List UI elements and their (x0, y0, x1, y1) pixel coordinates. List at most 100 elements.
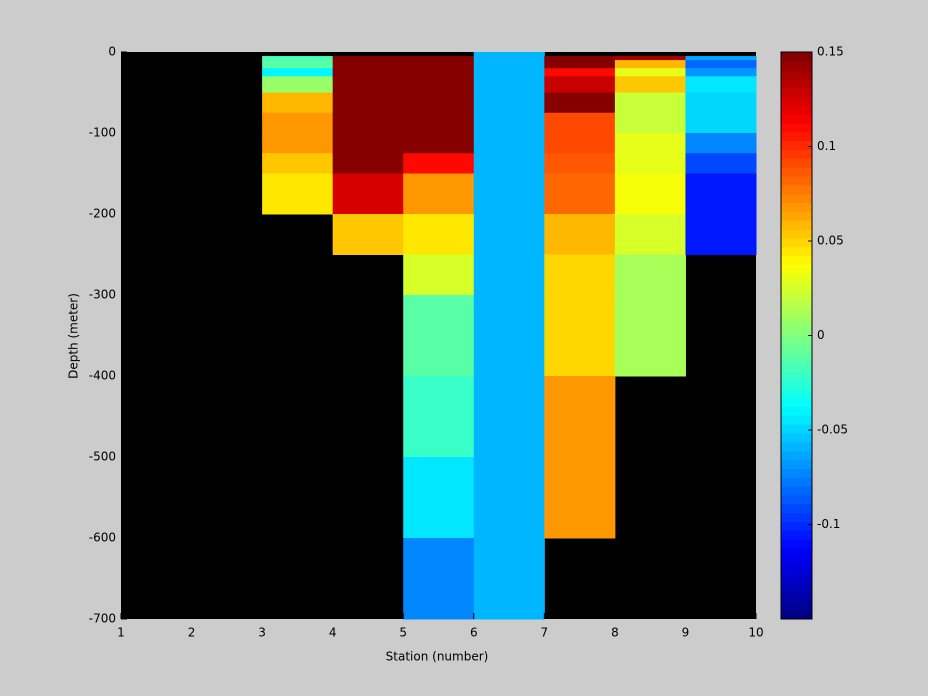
heat-cell (685, 133, 757, 154)
heat-cell (614, 153, 686, 174)
heat-cell (262, 68, 334, 77)
heat-cell (403, 133, 475, 154)
heat-cell (473, 68, 545, 77)
colorbar-swatch (781, 486, 812, 496)
colorbar-swatch (781, 335, 812, 345)
colorbar-swatch (781, 574, 812, 585)
colorbar-swatch (781, 131, 812, 142)
colorbar-swatch (781, 601, 812, 611)
heat-cell (685, 92, 757, 114)
heat-cell (544, 153, 616, 174)
y-tick-label: -400 (89, 369, 116, 383)
heat-cell (332, 173, 404, 215)
colorbar-swatch (781, 78, 812, 88)
x-tick-label: 4 (329, 626, 337, 640)
x-tick-label: 3 (258, 626, 266, 640)
colorbar-swatch (781, 264, 812, 274)
heat-cell (614, 68, 686, 77)
heat-cell (262, 60, 334, 69)
heat-cell (544, 76, 616, 93)
heat-cell (544, 254, 616, 296)
colorbar-swatch (781, 406, 812, 416)
colorbar-swatch (781, 477, 812, 487)
colorbar-swatch (781, 158, 812, 168)
heat-cell (473, 133, 545, 154)
heat-cell (403, 68, 475, 77)
colorbar-swatch (781, 432, 812, 443)
heat-cell (332, 92, 404, 114)
heat-cell (262, 56, 334, 61)
y-tick-label: -600 (89, 531, 116, 545)
heat-cell (332, 214, 404, 255)
colorbar-swatch (781, 140, 812, 150)
heat-cell (544, 457, 616, 539)
colorbar-swatch (781, 105, 812, 115)
colorbar-swatch (781, 565, 812, 576)
colorbar-swatch (781, 424, 812, 434)
heat-cell (403, 214, 475, 255)
heat-cell (473, 92, 545, 114)
heat-cell (403, 56, 475, 61)
colorbar-swatch (781, 326, 812, 336)
heat-cell (685, 153, 757, 174)
colorbar-swatch (781, 503, 812, 514)
colorbar-swatch (781, 459, 812, 469)
heat-cell (544, 92, 616, 114)
colorbar-swatch (781, 167, 812, 177)
heat-cell (403, 538, 475, 620)
colorbar-swatch (781, 114, 812, 124)
colorbar-tick-label: 0.05 (817, 234, 844, 248)
colorbar-swatch (781, 255, 812, 266)
colorbar-swatch (781, 512, 812, 523)
heat-cell (685, 112, 757, 134)
heat-cell (403, 254, 475, 296)
colorbar-swatch (781, 282, 812, 292)
heat-cell (544, 68, 616, 77)
x-tick-label: 2 (188, 626, 196, 640)
heat-cell (614, 112, 686, 134)
heat-cell (544, 56, 616, 61)
heat-cell (403, 112, 475, 134)
heat-cell (473, 52, 545, 57)
heat-cell (262, 133, 334, 154)
heat-cell (685, 214, 757, 255)
x-tick-label: 8 (611, 626, 619, 640)
x-tick-label: 1 (117, 626, 125, 640)
colorbar-swatch (781, 149, 812, 159)
colorbar-tick-label: 0.1 (817, 139, 836, 153)
colorbar-swatch (781, 122, 812, 133)
colorbar-swatch (781, 468, 812, 478)
heat-cell (332, 153, 404, 174)
colorbar-swatch (781, 388, 812, 399)
colorbar-swatch (781, 52, 812, 62)
heat-cell (614, 92, 686, 114)
colorbar-swatch (781, 176, 812, 186)
heat-cell (332, 60, 404, 69)
colorbar-swatch (781, 344, 812, 354)
colorbar-swatch (781, 87, 812, 97)
colorbar-swatch (781, 353, 812, 363)
colorbar-swatch (781, 441, 812, 452)
colorbar-tick-label: -0.05 (817, 423, 848, 437)
heat-cell (262, 76, 334, 93)
colorbar-swatch (781, 530, 812, 540)
y-tick-label: -100 (89, 126, 116, 140)
heat-cell (262, 173, 334, 215)
colorbar-swatch (781, 229, 812, 239)
heat-cell (473, 60, 545, 69)
heat-cell (473, 173, 545, 215)
heat-cell (473, 112, 545, 134)
x-tick-label: 10 (748, 626, 763, 640)
heat-cell (332, 76, 404, 93)
heat-cell (614, 295, 686, 377)
heat-cell (403, 76, 475, 93)
heat-cell (685, 56, 757, 61)
heat-cell (403, 173, 475, 215)
colorbar-swatch (781, 610, 812, 620)
heat-cell (544, 60, 616, 69)
heat-cell (685, 173, 757, 215)
colorbar-swatch (781, 308, 812, 319)
y-tick-label: -500 (89, 450, 116, 464)
y-tick-label: -300 (89, 288, 116, 302)
heat-cell (614, 173, 686, 215)
